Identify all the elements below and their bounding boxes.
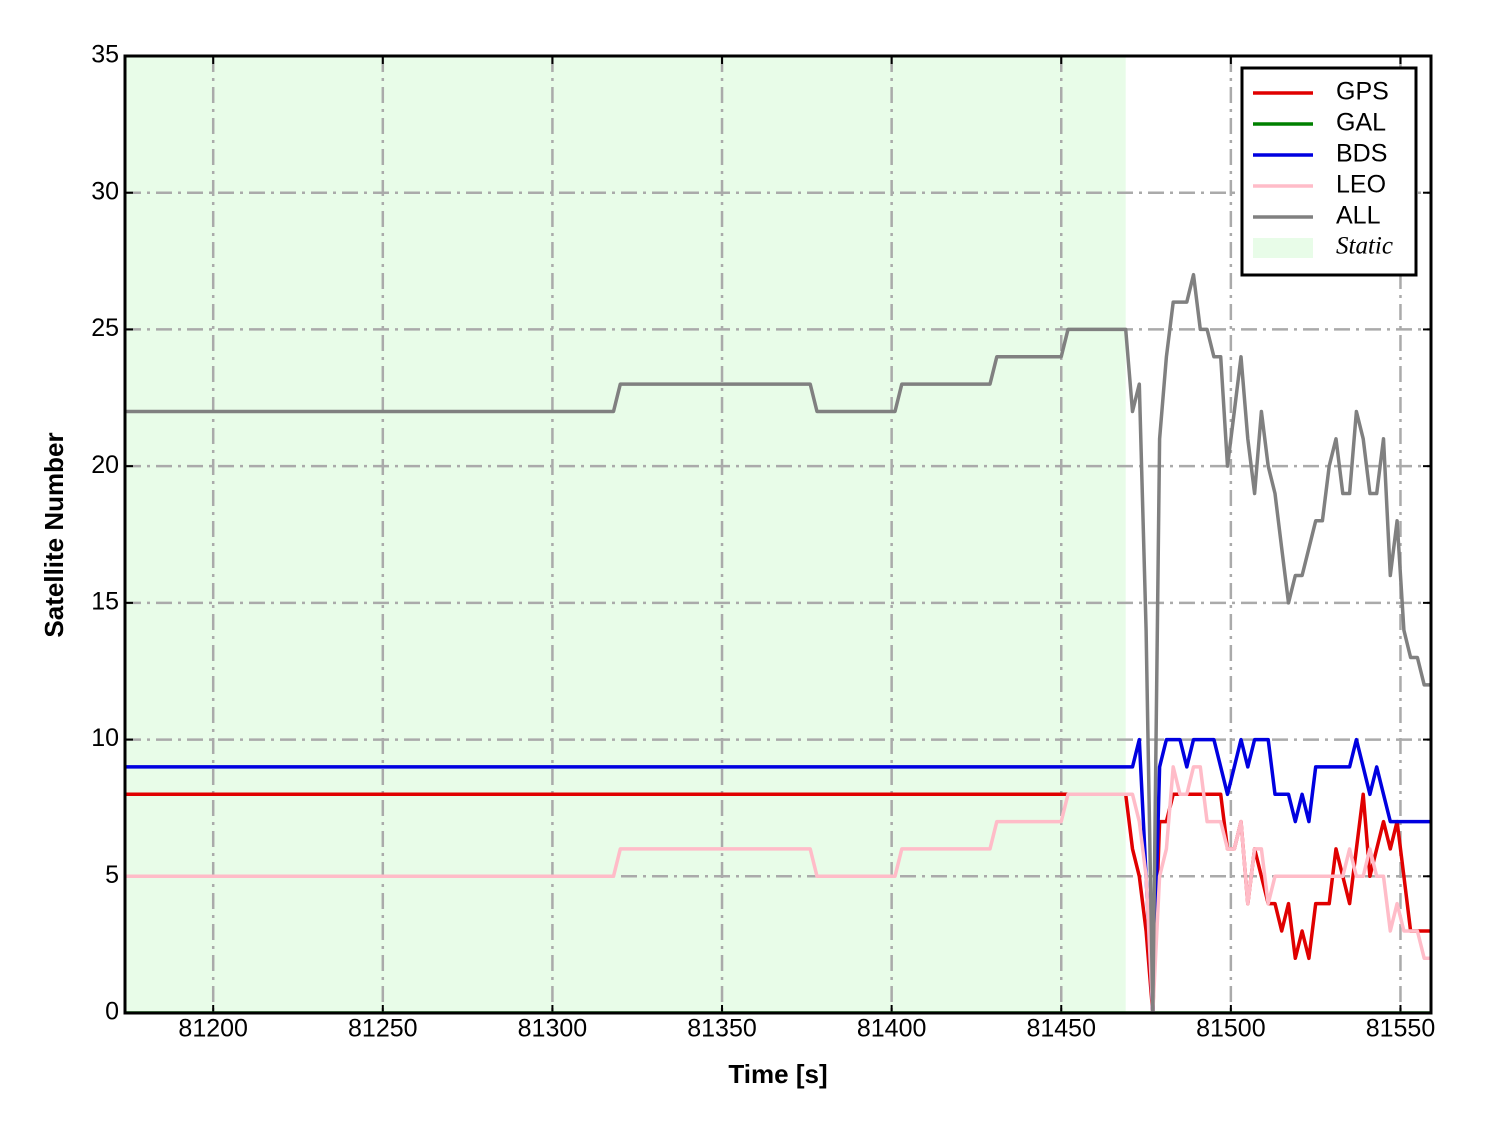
y-tick-label: 15 xyxy=(91,587,119,615)
x-tick-label: 81550 xyxy=(1366,1015,1436,1043)
x-tick-label: 81400 xyxy=(857,1015,927,1043)
x-tick-label: 81450 xyxy=(1026,1015,1096,1043)
x-tick-label: 81350 xyxy=(687,1015,757,1043)
x-tick-label: 81200 xyxy=(178,1015,248,1043)
y-axis-title: Satellite Number xyxy=(39,432,69,637)
y-tick-label: 10 xyxy=(91,724,119,752)
y-tick-label: 25 xyxy=(91,314,119,342)
x-axis-title: Time [s] xyxy=(728,1059,827,1089)
series-line xyxy=(125,737,1431,1013)
plot-frame xyxy=(123,54,1433,1015)
series-line xyxy=(125,765,1431,1013)
legend-label: Static xyxy=(1336,233,1393,260)
legend-swatch xyxy=(1253,238,1313,258)
y-tick-label: 0 xyxy=(105,998,119,1026)
x-tick-label: 81250 xyxy=(348,1015,418,1043)
y-tick-label: 20 xyxy=(91,451,119,479)
y-tick-label: 30 xyxy=(91,177,119,205)
legend-label: GPS xyxy=(1336,78,1389,106)
static-region xyxy=(125,56,1126,1013)
x-tick-label: 81500 xyxy=(1196,1015,1266,1043)
legend-label: ALL xyxy=(1336,202,1381,230)
legend-label: LEO xyxy=(1336,171,1386,199)
y-tick-label: 35 xyxy=(91,41,119,69)
series-line xyxy=(125,272,1431,1013)
legend-label: GAL xyxy=(1336,109,1386,137)
y-tick-label: 5 xyxy=(105,861,119,889)
x-tick-label: 81300 xyxy=(518,1015,588,1043)
legend-label: BDS xyxy=(1336,140,1387,168)
